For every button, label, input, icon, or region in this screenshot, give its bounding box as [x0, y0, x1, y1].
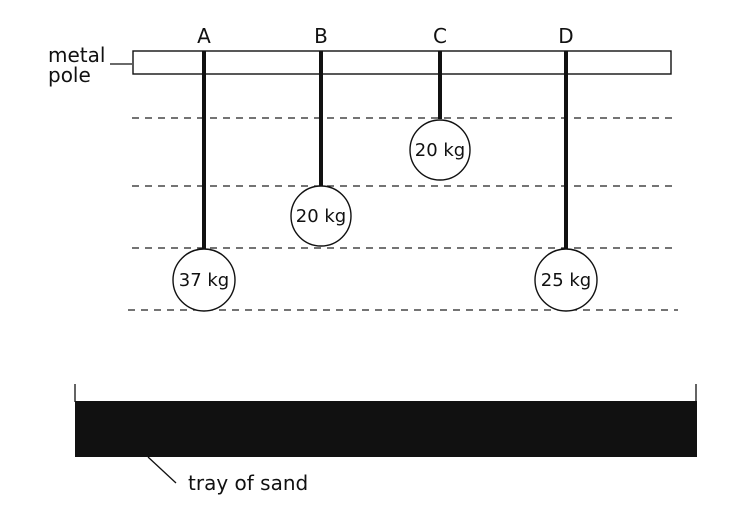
pole-label-line1: metal [48, 43, 105, 67]
metal-pole [132, 50, 672, 75]
weight-c-mass: 20 kg [415, 140, 465, 161]
sand-tray [74, 384, 697, 457]
weight-a-mass: 37 kg [179, 270, 229, 291]
weight-b: B 20 kg [290, 24, 352, 247]
weight-c: C 20 kg [409, 24, 471, 181]
weight-a-letter: A [197, 24, 211, 48]
weight-c-ball [409, 119, 471, 181]
weight-b-ball [290, 185, 352, 247]
weight-d: D 25 kg [534, 24, 598, 312]
weight-b-letter: B [314, 24, 328, 48]
tray-leader-line [147, 456, 177, 484]
weight-d-letter: D [558, 24, 573, 48]
weight-d-mass: 25 kg [541, 270, 591, 291]
weight-d-ball [534, 248, 598, 312]
pole-label-line2: pole [48, 63, 91, 87]
sand-fill [75, 401, 697, 457]
weight-a-ball [172, 248, 236, 312]
tray-label: tray of sand [188, 471, 308, 495]
weight-b-mass: 20 kg [296, 206, 346, 227]
weight-c-letter: C [433, 24, 447, 48]
weight-a: A 37 kg [172, 24, 236, 312]
